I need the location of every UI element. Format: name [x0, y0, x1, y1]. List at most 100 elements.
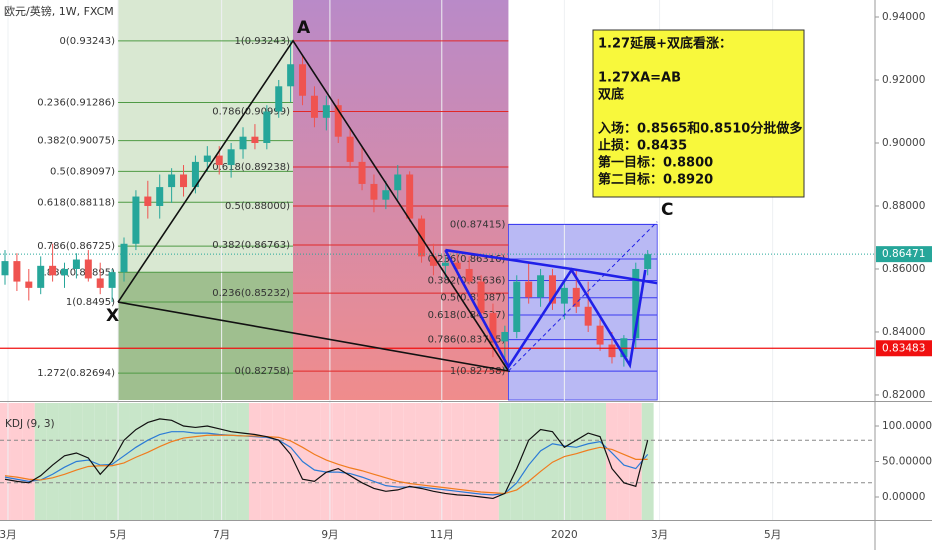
x-tick-label: 5月 [764, 529, 781, 541]
point-label: A [297, 18, 311, 38]
fib-zone [293, 0, 509, 400]
kdj-zone [129, 403, 142, 520]
candle-body [608, 344, 616, 358]
candle-body [548, 275, 556, 304]
kdj-zone [570, 403, 583, 520]
candle-body [406, 174, 414, 219]
kdj-zone [379, 403, 392, 520]
note-box [592, 29, 805, 198]
kdj-zone [606, 403, 618, 520]
y-tick-label: 0.88000 [882, 200, 925, 212]
price-tag [876, 340, 932, 357]
kdj-zone [427, 403, 440, 520]
kdj-zone [10, 403, 23, 520]
candle-body [560, 287, 568, 304]
price-tag-label: 0.83483 [882, 342, 925, 354]
kdj-zone [356, 403, 368, 520]
fib-label: 0.382(0.90075) [37, 136, 115, 147]
candle-body [108, 272, 116, 288]
y-tick-label: 50.00000 [882, 456, 932, 468]
kdj-zone [141, 403, 154, 520]
kdj-zone [510, 403, 523, 520]
candle-body [489, 313, 497, 342]
fib-label: 1(0.93243) [234, 36, 290, 47]
point-label: C [661, 200, 673, 220]
candle-body [263, 111, 271, 143]
candle-body [239, 136, 247, 150]
kdj-zone [498, 403, 511, 520]
candle-body [477, 281, 485, 314]
candle-body [132, 196, 140, 244]
kdj-zone [344, 403, 357, 520]
fib-label: 1.272(0.82694) [37, 368, 115, 379]
candle-body [61, 268, 69, 276]
fib-label: 0.618(0.89238) [212, 162, 290, 173]
pattern-line [445, 248, 658, 285]
kdj-zone [237, 403, 249, 520]
candle-body [572, 287, 580, 307]
candle-body [156, 187, 164, 206]
kdj-line [4, 434, 648, 495]
candle-body [180, 174, 188, 188]
kdj-zone [475, 403, 488, 520]
candle-body [144, 196, 152, 206]
kdj-zone [46, 403, 59, 520]
fib-label: 0.236(0.91286) [37, 97, 115, 108]
fib-label: 0(0.87415) [450, 219, 506, 230]
kdj-zone [367, 403, 380, 520]
candle-body [25, 281, 33, 288]
price-tag-label: 0.86471 [882, 248, 925, 260]
fib-label: 0.618(0.84537) [428, 310, 506, 321]
fib-label: 1(0.8495) [66, 297, 115, 308]
kdj-zone [641, 403, 654, 520]
y-tick-label: 100.00000 [882, 420, 932, 432]
fib-zone [118, 272, 294, 400]
x-tick-label: 3月 [651, 529, 668, 541]
fib-label: 1(0.82758) [450, 366, 506, 377]
kdj-zone [0, 403, 11, 520]
candle-body [96, 278, 104, 288]
fib-label: 0.5(0.89097) [50, 166, 115, 177]
candle-body [346, 136, 354, 162]
fib-label: 0(0.82758) [234, 366, 290, 377]
candle-body [215, 155, 223, 166]
y-tick-label: 0.94000 [882, 11, 925, 23]
candle-body [465, 268, 473, 282]
kdj-zone [34, 403, 47, 520]
kdj-zone [58, 403, 71, 520]
candle-body [537, 275, 545, 298]
kdj-zone [248, 403, 261, 520]
kdj-line [4, 418, 649, 500]
candle-body [394, 174, 402, 191]
kdj-zone [177, 403, 190, 520]
candle-body [37, 265, 45, 288]
fib-label: 0.5(0.85087) [440, 293, 505, 304]
fib-label: 0.236(0.86316) [428, 254, 506, 265]
kdj-zone [629, 403, 642, 520]
note-line: 第二目标：0.8920 [598, 172, 713, 188]
kdj-zone [463, 403, 476, 520]
fib-label: 0.236(0.85232) [212, 288, 290, 299]
candle-body [596, 325, 604, 345]
indicator-title: KDJ (9, 3) [5, 418, 55, 430]
fib-label: 0.382(0.86763) [212, 240, 290, 251]
kdj-zone [582, 403, 595, 520]
y-tick-label: 0.90000 [882, 137, 925, 149]
pattern-line [117, 39, 511, 373]
fib-label: 0.618(0.88118) [37, 197, 115, 208]
kdj-zone [201, 403, 214, 520]
candle-body [72, 259, 80, 269]
fib-label: 0(0.93243) [60, 36, 116, 47]
kdj-zone [332, 403, 345, 520]
pattern-line [508, 221, 658, 372]
fib-label: 0.786(0.86725) [37, 241, 115, 252]
candle-body [13, 261, 21, 282]
point-label: X [106, 306, 119, 326]
candle-body [191, 161, 199, 188]
note-line: 入场：0.8565和0.8510分批做多 [598, 121, 802, 137]
candle-body [441, 262, 449, 266]
candle-body [334, 105, 342, 137]
y-tick-label: 0.82000 [882, 389, 925, 401]
fib-label: 0.5(0.88000) [225, 201, 290, 212]
